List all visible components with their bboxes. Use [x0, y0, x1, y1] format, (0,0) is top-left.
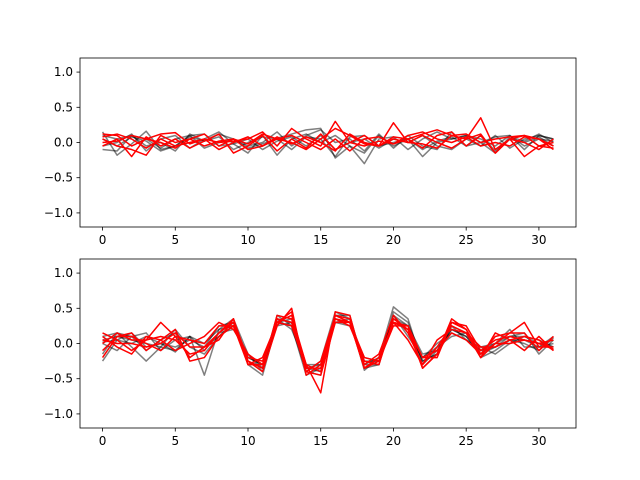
series-line-7	[102, 131, 554, 158]
series-line-9	[102, 133, 554, 158]
y-tick-label: −1.0	[44, 206, 73, 220]
series-line-9	[102, 314, 554, 373]
y-tick-label: −1.0	[44, 407, 73, 421]
y-tick-label: 1.0	[54, 266, 73, 280]
y-tick-label: 1.0	[54, 65, 73, 79]
y-tick-label: 0.0	[54, 136, 73, 150]
x-tick-label: 0	[99, 233, 107, 247]
y-tick-label: 0.5	[54, 100, 73, 114]
x-tick-label: 25	[459, 233, 474, 247]
series-group	[101, 306, 554, 394]
x-tick-label: 25	[459, 434, 474, 448]
subplot-2: 0 5 10 15 20 25 30 −1.0 −0.5 0.0 0.5 1.0	[44, 258, 577, 448]
subplot-1: 0 5 10 15 20 25 30 −1.0 −0.5 0.0 0.5 1.0	[44, 57, 577, 247]
x-tick-label: 15	[313, 434, 328, 448]
x-tick-label: 5	[171, 233, 179, 247]
y-tick-label: −0.5	[44, 372, 73, 386]
x-tick-label: 20	[386, 233, 401, 247]
y-tick-label: −0.5	[44, 171, 73, 185]
y-tick-label: 0.0	[54, 337, 73, 351]
series-line-10	[102, 131, 554, 152]
x-tick-label: 30	[531, 233, 546, 247]
series-line-4	[102, 129, 554, 152]
x-tick-label: 0	[99, 434, 107, 448]
x-tick-label: 5	[171, 434, 179, 448]
y-tick-label: 0.5	[54, 301, 73, 315]
x-tick-label: 15	[313, 233, 328, 247]
series-group	[101, 117, 554, 165]
series-line-8	[102, 117, 554, 151]
x-tick-label: 10	[240, 233, 255, 247]
series-line-12	[102, 311, 554, 376]
x-tick-label: 10	[240, 434, 255, 448]
x-tick-label: 20	[386, 434, 401, 448]
x-tick-label: 30	[531, 434, 546, 448]
series-line-7	[102, 311, 554, 394]
